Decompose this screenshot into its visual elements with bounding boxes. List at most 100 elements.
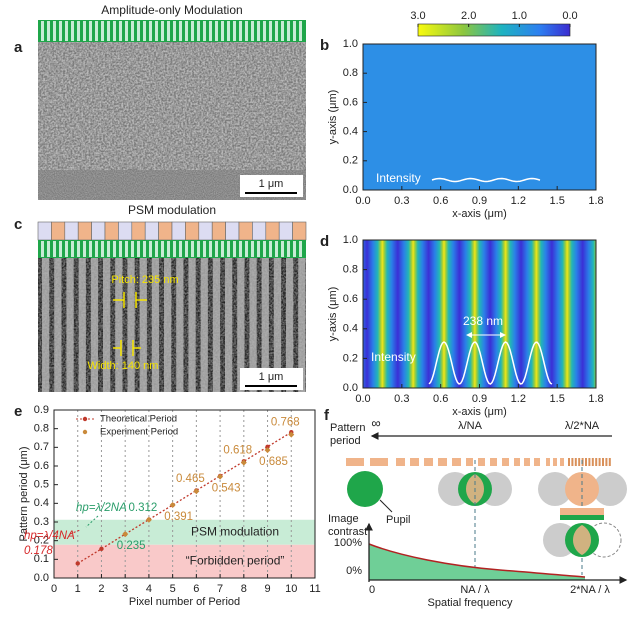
y-tick-label: 0.6 [343,96,358,108]
mask-line [257,21,260,41]
intensity-curve [431,177,541,183]
mask-line [41,21,44,41]
width-marker [113,340,141,356]
mask-line [53,241,56,257]
mask-line [107,21,110,41]
heatmap-field [363,240,596,388]
freq-tick: 0 [369,584,375,596]
mask-line [239,21,242,41]
mask-line [95,21,98,41]
infinity-label: ∞ [371,415,380,430]
pattern-cell [581,458,584,466]
annotation: hp=λ/2NA [76,502,127,514]
pattern-cell [560,458,564,466]
pattern-row [346,458,611,466]
pattern-cell [546,458,550,466]
y-tick-label: 0.8 [34,423,49,435]
y-axis-label: y-axis (μm) [327,287,339,342]
mask-line [137,21,140,41]
mask-line [143,21,146,41]
x-tick-label: 0.9 [472,393,487,405]
psm-mask [560,508,604,515]
mask-line [179,241,182,257]
panel-label: e [14,403,22,420]
point [169,502,176,509]
mask-line [191,241,194,257]
data-label: 0.465 [176,473,205,485]
mask-line [185,21,188,41]
pattern-cell [396,458,405,466]
pitch-label: Pitch: 235 nm [111,274,178,286]
mask-bar [37,221,307,258]
mask-line [251,21,254,41]
y-axis-label: y-axis (μm) [327,90,339,145]
mask-line [167,241,170,257]
pattern-period-label: Pattern [330,422,365,434]
pupil-order [593,472,627,506]
mask-cell [265,221,280,241]
colorbar-tick-label: 2.0 [461,10,476,22]
mask-line [179,21,182,41]
mask-line [173,21,176,41]
pattern-period-label: period [330,435,361,447]
x-tick-label: 1.2 [511,393,526,405]
series-line [77,431,292,564]
mask-line [293,241,296,257]
mask-cell [185,221,200,241]
mask-line [125,241,128,257]
annotation: 0.178 [24,545,53,557]
pattern-cell [452,458,461,466]
panel-label: a [14,39,23,56]
x-tick-label: 6 [193,583,199,595]
y-axis-label: Pattern period (μm) [18,447,30,542]
y-tick-label: 0.2 [343,155,358,167]
mask-line [77,241,80,257]
plot-frame [362,239,597,389]
x-tick-label: 5 [170,583,176,595]
panel-label: f [324,407,330,424]
mask-line [185,241,188,257]
x-tick-label: 4 [146,583,152,595]
y-tick-label: 0.8 [343,67,358,79]
x-tick-label: 10 [285,583,297,595]
mask-line [251,241,254,257]
pattern-cell [370,458,388,466]
x-axis-label: Pixel number of Period [129,596,240,608]
scale-bar-label: 1 μm [259,371,284,383]
mask-line [281,241,284,257]
contrast-label: Image [328,513,359,525]
mask-line [119,241,122,257]
y-tick-label: 0.0 [343,184,358,196]
pattern-cell [514,458,520,466]
pupil-order [586,522,622,558]
panel-label: b [320,37,329,54]
contrast-label: contrast [328,526,367,538]
mask-line [275,241,278,257]
legend-label: Experiment Period [100,427,178,438]
mask-line [155,241,158,257]
mask-line [245,21,248,41]
psm-mask [560,515,604,520]
mask-line [137,241,140,257]
plot-frame [53,409,316,579]
heatmap-field [363,44,596,190]
pattern-cell [595,458,598,466]
mask-cell [118,221,133,241]
x-tick-label: 2 [98,583,104,595]
mask-cell [292,221,307,241]
mask-line [227,21,230,41]
legend-marker [82,429,88,435]
mask-cell [64,221,79,241]
pattern-cell [585,458,587,466]
mask-cell [252,221,267,241]
mask-line [269,241,272,257]
mask-cell [171,221,186,241]
point [99,546,104,552]
pitch-marker [113,292,147,308]
mask-line [275,21,278,41]
x-tick-label: 8 [241,583,247,595]
mask-line [83,241,86,257]
pattern-cell [602,458,604,466]
y-tick-label: 0.2 [34,535,49,547]
